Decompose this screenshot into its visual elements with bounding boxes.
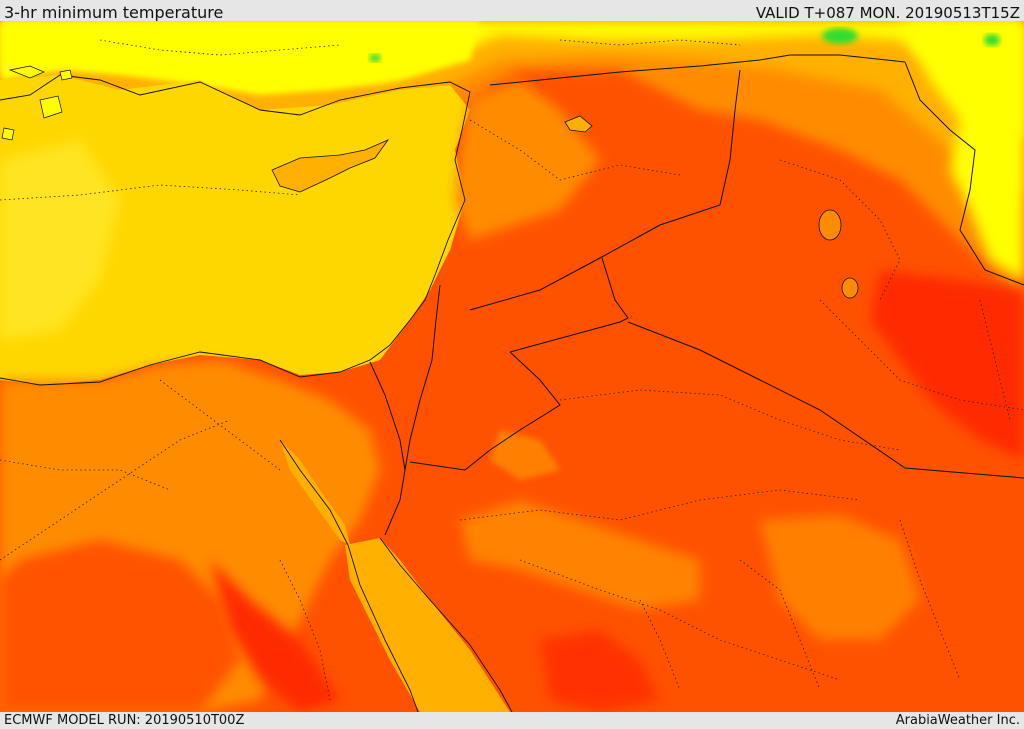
turkey-yellow xyxy=(0,21,480,95)
map-title: 3-hr minimum temperature xyxy=(4,3,224,22)
egypt-hot-streak xyxy=(210,560,340,712)
border-turkey-syria xyxy=(489,54,906,86)
aegean-islands xyxy=(1,65,73,141)
border-iraq-saudi xyxy=(627,321,1024,479)
border-jordan-river xyxy=(404,284,441,471)
coastline-med xyxy=(0,74,471,386)
border-jordan-saudi xyxy=(409,351,561,471)
iraq-hot xyxy=(870,270,1024,460)
admin-boundaries xyxy=(0,39,1024,701)
egypt-southwest-red xyxy=(0,540,240,712)
red-sea xyxy=(345,538,510,712)
arabia-mild-patch-2 xyxy=(760,515,920,640)
sea-lighter-patch xyxy=(0,140,120,340)
credit-label: ArabiaWeather Inc. xyxy=(895,713,1020,728)
border-jordan-iraq xyxy=(509,257,629,353)
valid-time: VALID T+087 MON. 20190513T15Z xyxy=(755,4,1020,22)
cold-spot-1 xyxy=(822,28,858,44)
map-header: 3-hr minimum temperature VALID T+087 MON… xyxy=(0,0,1024,22)
coastline-red-sea-east xyxy=(379,537,513,712)
arabia-hot-patch xyxy=(540,630,660,712)
map-footer: ECMWF MODEL RUN: 20190510T00Z ArabiaWeat… xyxy=(0,712,1024,729)
lake-tharthar xyxy=(818,209,842,241)
coastline-red-sea-west xyxy=(279,439,419,712)
iran-cool xyxy=(900,21,1024,280)
temperature-map xyxy=(0,21,1024,712)
border-egypt-israel xyxy=(369,361,406,536)
arabia-mild-patch-3 xyxy=(490,430,560,480)
arabia-mild-patch-1 xyxy=(460,500,700,610)
cold-spot-3 xyxy=(369,54,381,62)
levant-warm xyxy=(455,80,600,240)
lake-habbaniyah xyxy=(841,277,859,299)
cyprus xyxy=(271,139,390,193)
lake-assad xyxy=(564,115,593,133)
model-run-label: ECMWF MODEL RUN: 20190510T00Z xyxy=(4,713,245,728)
map-svg xyxy=(0,21,1024,712)
cold-spot-2 xyxy=(984,34,1000,46)
border-iran-iraq xyxy=(904,61,1024,286)
border-syria-iraq xyxy=(469,69,741,311)
